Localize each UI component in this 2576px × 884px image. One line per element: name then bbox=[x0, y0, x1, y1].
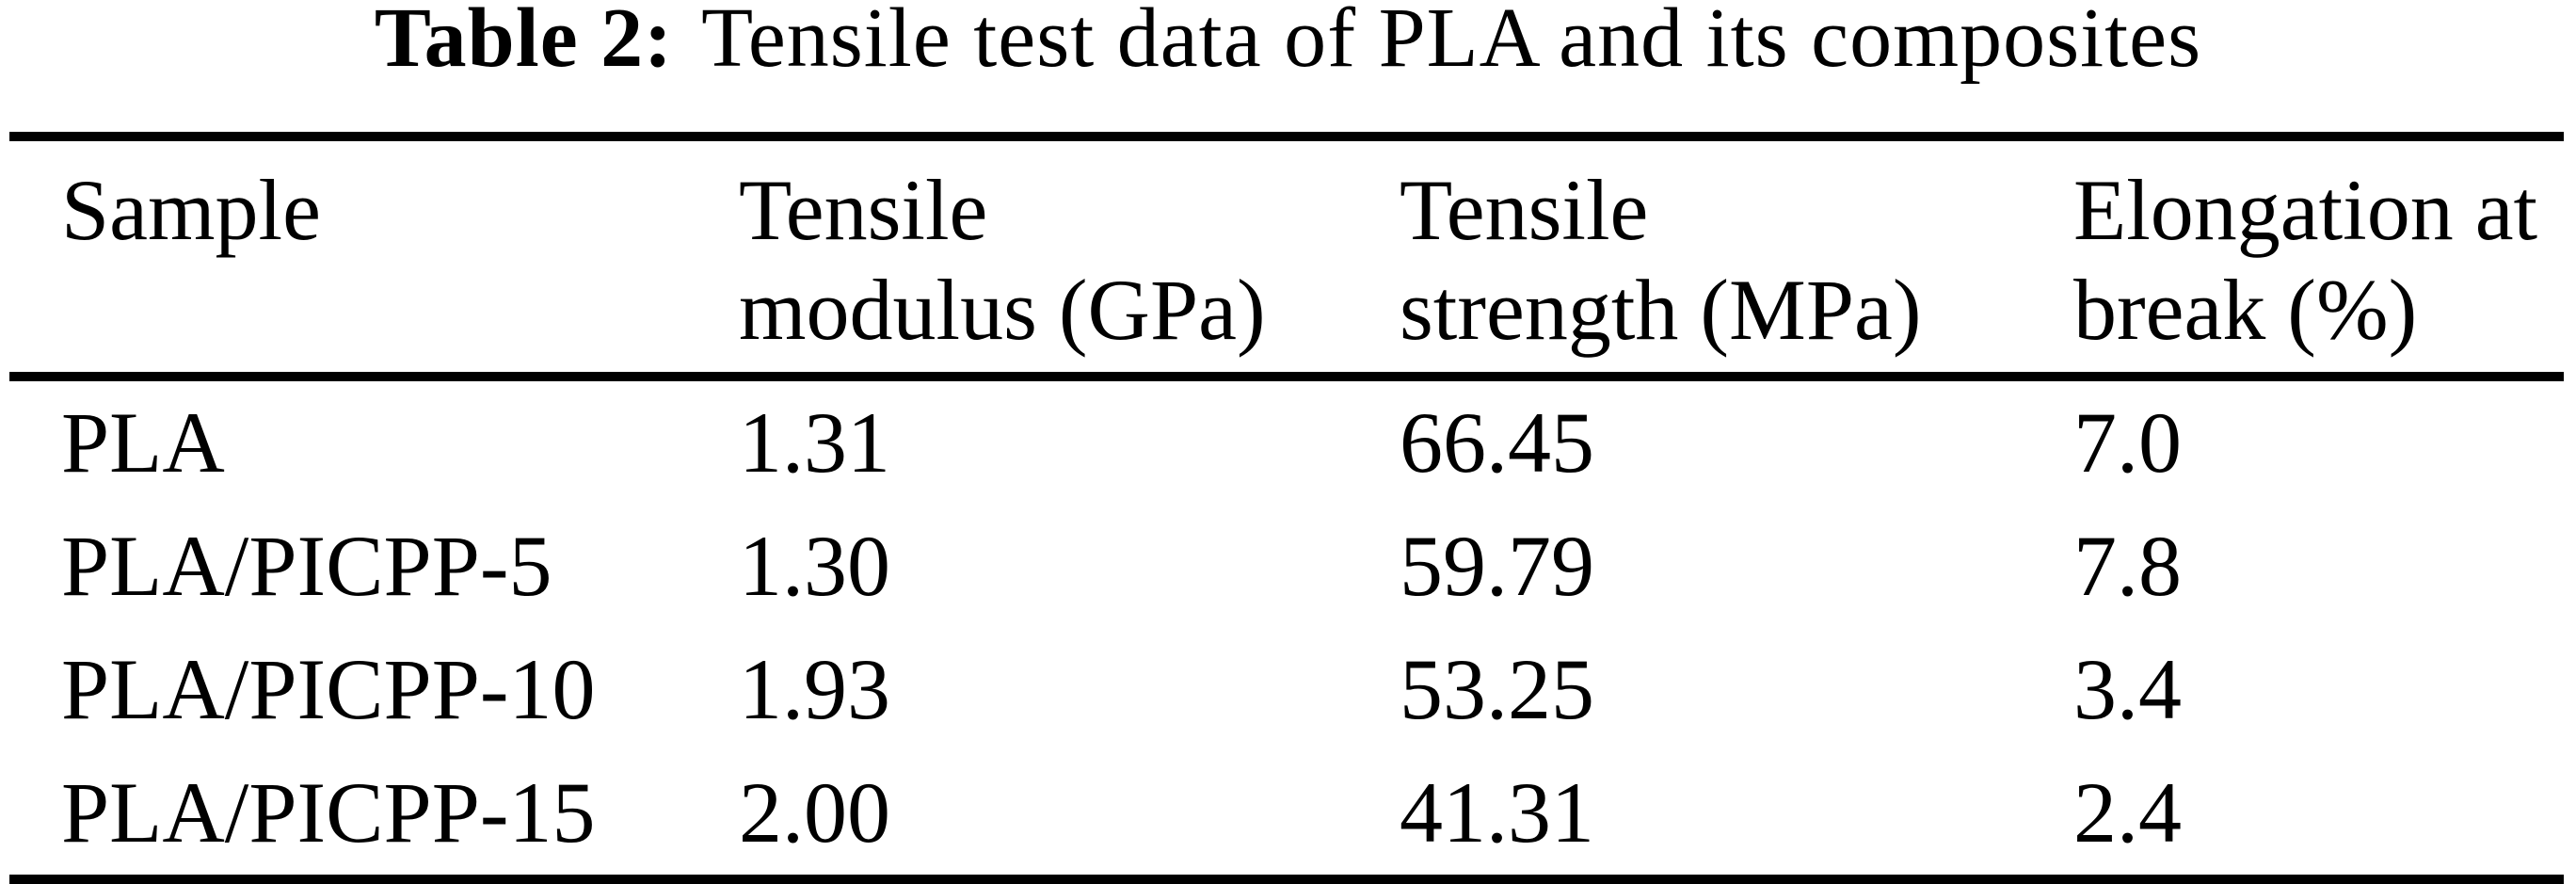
cell-strength: 41.31 bbox=[1400, 764, 1594, 860]
column-header-line: Tensile bbox=[1400, 162, 1649, 258]
column-header-line: break (%) bbox=[2073, 262, 2418, 358]
cell-elongation: 3.4 bbox=[2073, 641, 2182, 737]
cell-elongation: 7.0 bbox=[2073, 394, 2182, 490]
column-header-line: Tensile bbox=[739, 162, 988, 258]
table-row: PLA/PICPP-10 1.93 53.25 3.4 bbox=[9, 628, 2564, 751]
cell-modulus: 1.31 bbox=[739, 394, 890, 490]
table-caption-title: Tensile test data of PLA and its composi… bbox=[701, 0, 2202, 85]
column-header-line: Elongation at bbox=[2073, 162, 2538, 258]
table-row: PLA 1.31 66.45 7.0 bbox=[9, 381, 2564, 505]
column-header-tensile-modulus: Tensile modulus (GPa) bbox=[739, 160, 1400, 360]
table-caption-number: Table 2: bbox=[374, 0, 674, 85]
cell-modulus: 2.00 bbox=[739, 764, 890, 860]
column-header-line: strength (MPa) bbox=[1400, 262, 1922, 358]
cell-strength: 66.45 bbox=[1400, 394, 1594, 490]
cell-elongation: 2.4 bbox=[2073, 764, 2182, 860]
table-row: PLA/PICPP-5 1.30 59.79 7.8 bbox=[9, 505, 2564, 628]
cell-sample: PLA/PICPP-10 bbox=[61, 641, 596, 737]
column-header-sample: Sample bbox=[61, 160, 739, 360]
cell-sample: PLA bbox=[61, 394, 225, 490]
cell-sample: PLA/PICPP-15 bbox=[61, 764, 596, 860]
table-header-row: Sample Tensile modulus (GPa) Tensile str… bbox=[9, 141, 2564, 381]
cell-strength: 53.25 bbox=[1400, 641, 1594, 737]
cell-modulus: 1.30 bbox=[739, 518, 890, 614]
cell-elongation: 7.8 bbox=[2073, 518, 2182, 614]
cell-sample: PLA/PICPP-5 bbox=[61, 518, 552, 614]
tensile-data-table: Sample Tensile modulus (GPa) Tensile str… bbox=[9, 132, 2564, 884]
column-header-tensile-strength: Tensile strength (MPa) bbox=[1400, 160, 2073, 360]
table-body: PLA 1.31 66.45 7.0 PLA/PICPP-5 1.30 59.7… bbox=[9, 381, 2564, 875]
column-header-line: modulus (GPa) bbox=[739, 262, 1266, 358]
column-header-line: Sample bbox=[61, 162, 321, 258]
cell-strength: 59.79 bbox=[1400, 518, 1594, 614]
cell-modulus: 1.93 bbox=[739, 641, 890, 737]
table-caption: Table 2: Tensile test data of PLA and its… bbox=[0, 0, 2576, 86]
column-header-elongation: Elongation at break (%) bbox=[2073, 160, 2564, 360]
table-row: PLA/PICPP-15 2.00 41.31 2.4 bbox=[9, 751, 2564, 875]
